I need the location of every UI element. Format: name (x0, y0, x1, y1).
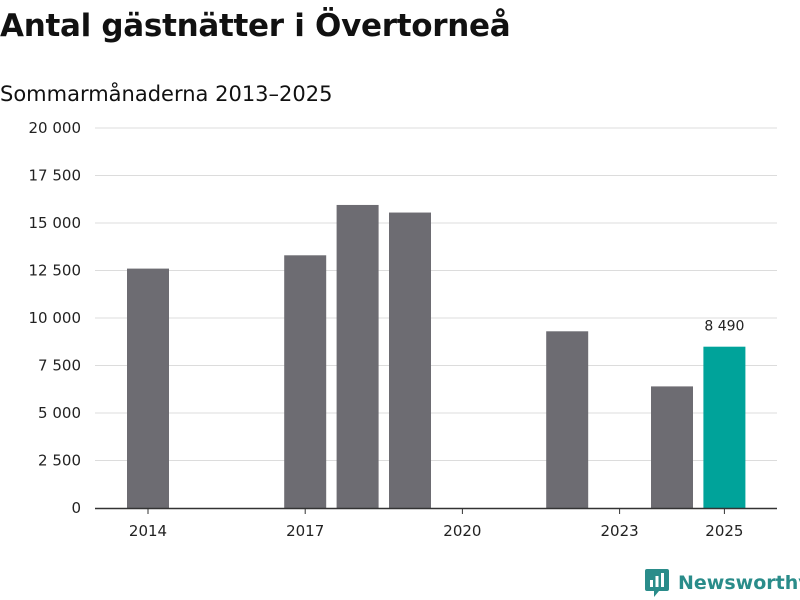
newsworthy-logo-icon (645, 569, 669, 597)
bar (703, 346, 746, 508)
y-tick-label: 20 000 (29, 119, 82, 137)
bar (389, 212, 431, 509)
newsworthy-logo: Newsworthy (644, 568, 800, 598)
bar (284, 255, 327, 508)
y-tick-label: 15 000 (29, 214, 82, 232)
x-tick-label: 2017 (286, 522, 324, 540)
bar (546, 331, 589, 508)
bar (336, 204, 379, 508)
x-tick-label: 2014 (129, 522, 167, 540)
y-tick-label: 10 000 (29, 309, 82, 327)
y-tick-label: 17 500 (29, 167, 82, 185)
y-tick-label: 5 000 (38, 404, 81, 422)
x-tick-label: 2020 (443, 522, 481, 540)
bar (127, 268, 169, 508)
bar (651, 386, 693, 508)
x-tick-label: 2023 (601, 522, 639, 540)
data-label: 8 490 (704, 319, 744, 335)
chart-subtitle: Sommarmånaderna 2013–2025 (0, 82, 333, 106)
y-tick-label: 0 (71, 499, 81, 517)
chart-title: Antal gästnätter i Övertorneå (0, 8, 511, 44)
x-tick-label: 2025 (705, 522, 743, 540)
newsworthy-logo-text: Newsworthy (678, 572, 800, 594)
y-tick-label: 12 500 (29, 262, 82, 280)
y-tick-label: 2 500 (38, 452, 81, 470)
y-tick-label: 7 500 (38, 357, 81, 375)
